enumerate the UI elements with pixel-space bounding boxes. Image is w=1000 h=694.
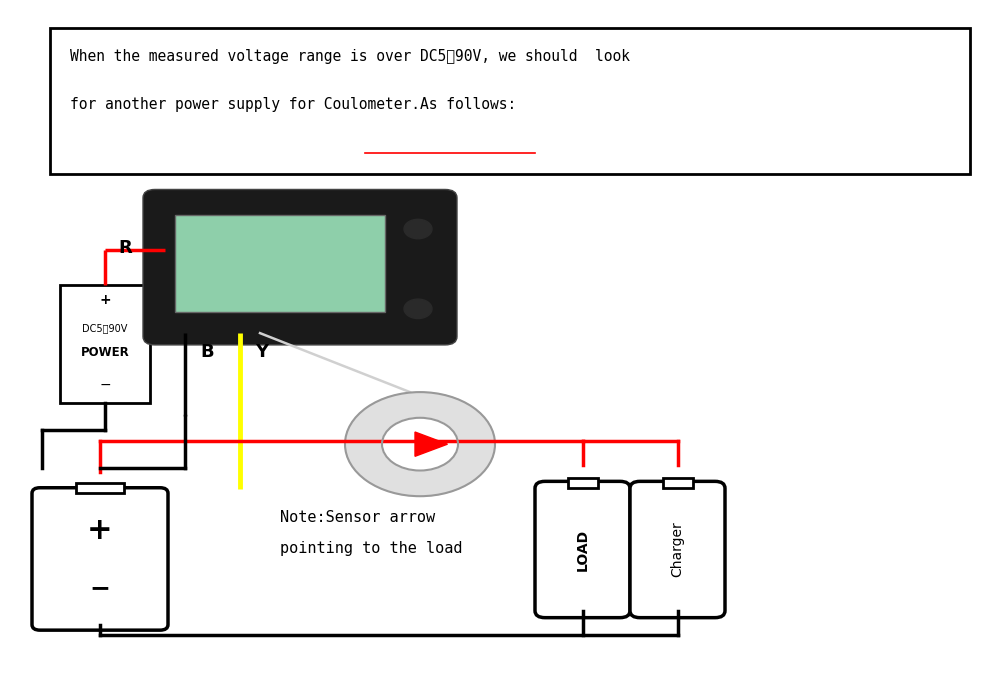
Text: R: R	[118, 239, 132, 257]
Circle shape	[345, 392, 495, 496]
Text: +: +	[99, 293, 111, 307]
Text: +: +	[87, 516, 113, 545]
Text: −: −	[99, 378, 111, 392]
Polygon shape	[415, 432, 448, 457]
Text: POWER: POWER	[81, 346, 129, 359]
Bar	[76, 483, 124, 493]
Text: LOAD: LOAD	[576, 528, 590, 570]
Text: pointing to the load: pointing to the load	[280, 541, 462, 556]
Bar	[175, 215, 385, 312]
Circle shape	[382, 418, 458, 471]
FancyBboxPatch shape	[535, 482, 630, 618]
FancyBboxPatch shape	[32, 488, 168, 630]
Text: When the measured voltage range is over DC5～90V, we should  look: When the measured voltage range is over …	[70, 49, 630, 64]
Circle shape	[404, 299, 432, 319]
Bar	[568, 478, 598, 489]
FancyBboxPatch shape	[143, 189, 457, 345]
Text: Note:Sensor arrow: Note:Sensor arrow	[280, 509, 435, 525]
Bar	[662, 478, 692, 489]
Text: DC5～90V: DC5～90V	[82, 323, 128, 333]
Text: −: −	[90, 576, 110, 600]
Text: Y: Y	[255, 344, 268, 362]
Text: Charger: Charger	[670, 522, 684, 577]
Circle shape	[404, 219, 432, 239]
Bar	[50, 28, 970, 173]
Bar	[60, 285, 150, 403]
Text: for another power supply for Coulometer.As follows:: for another power supply for Coulometer.…	[70, 97, 516, 112]
Text: B: B	[200, 344, 214, 362]
FancyBboxPatch shape	[630, 482, 725, 618]
